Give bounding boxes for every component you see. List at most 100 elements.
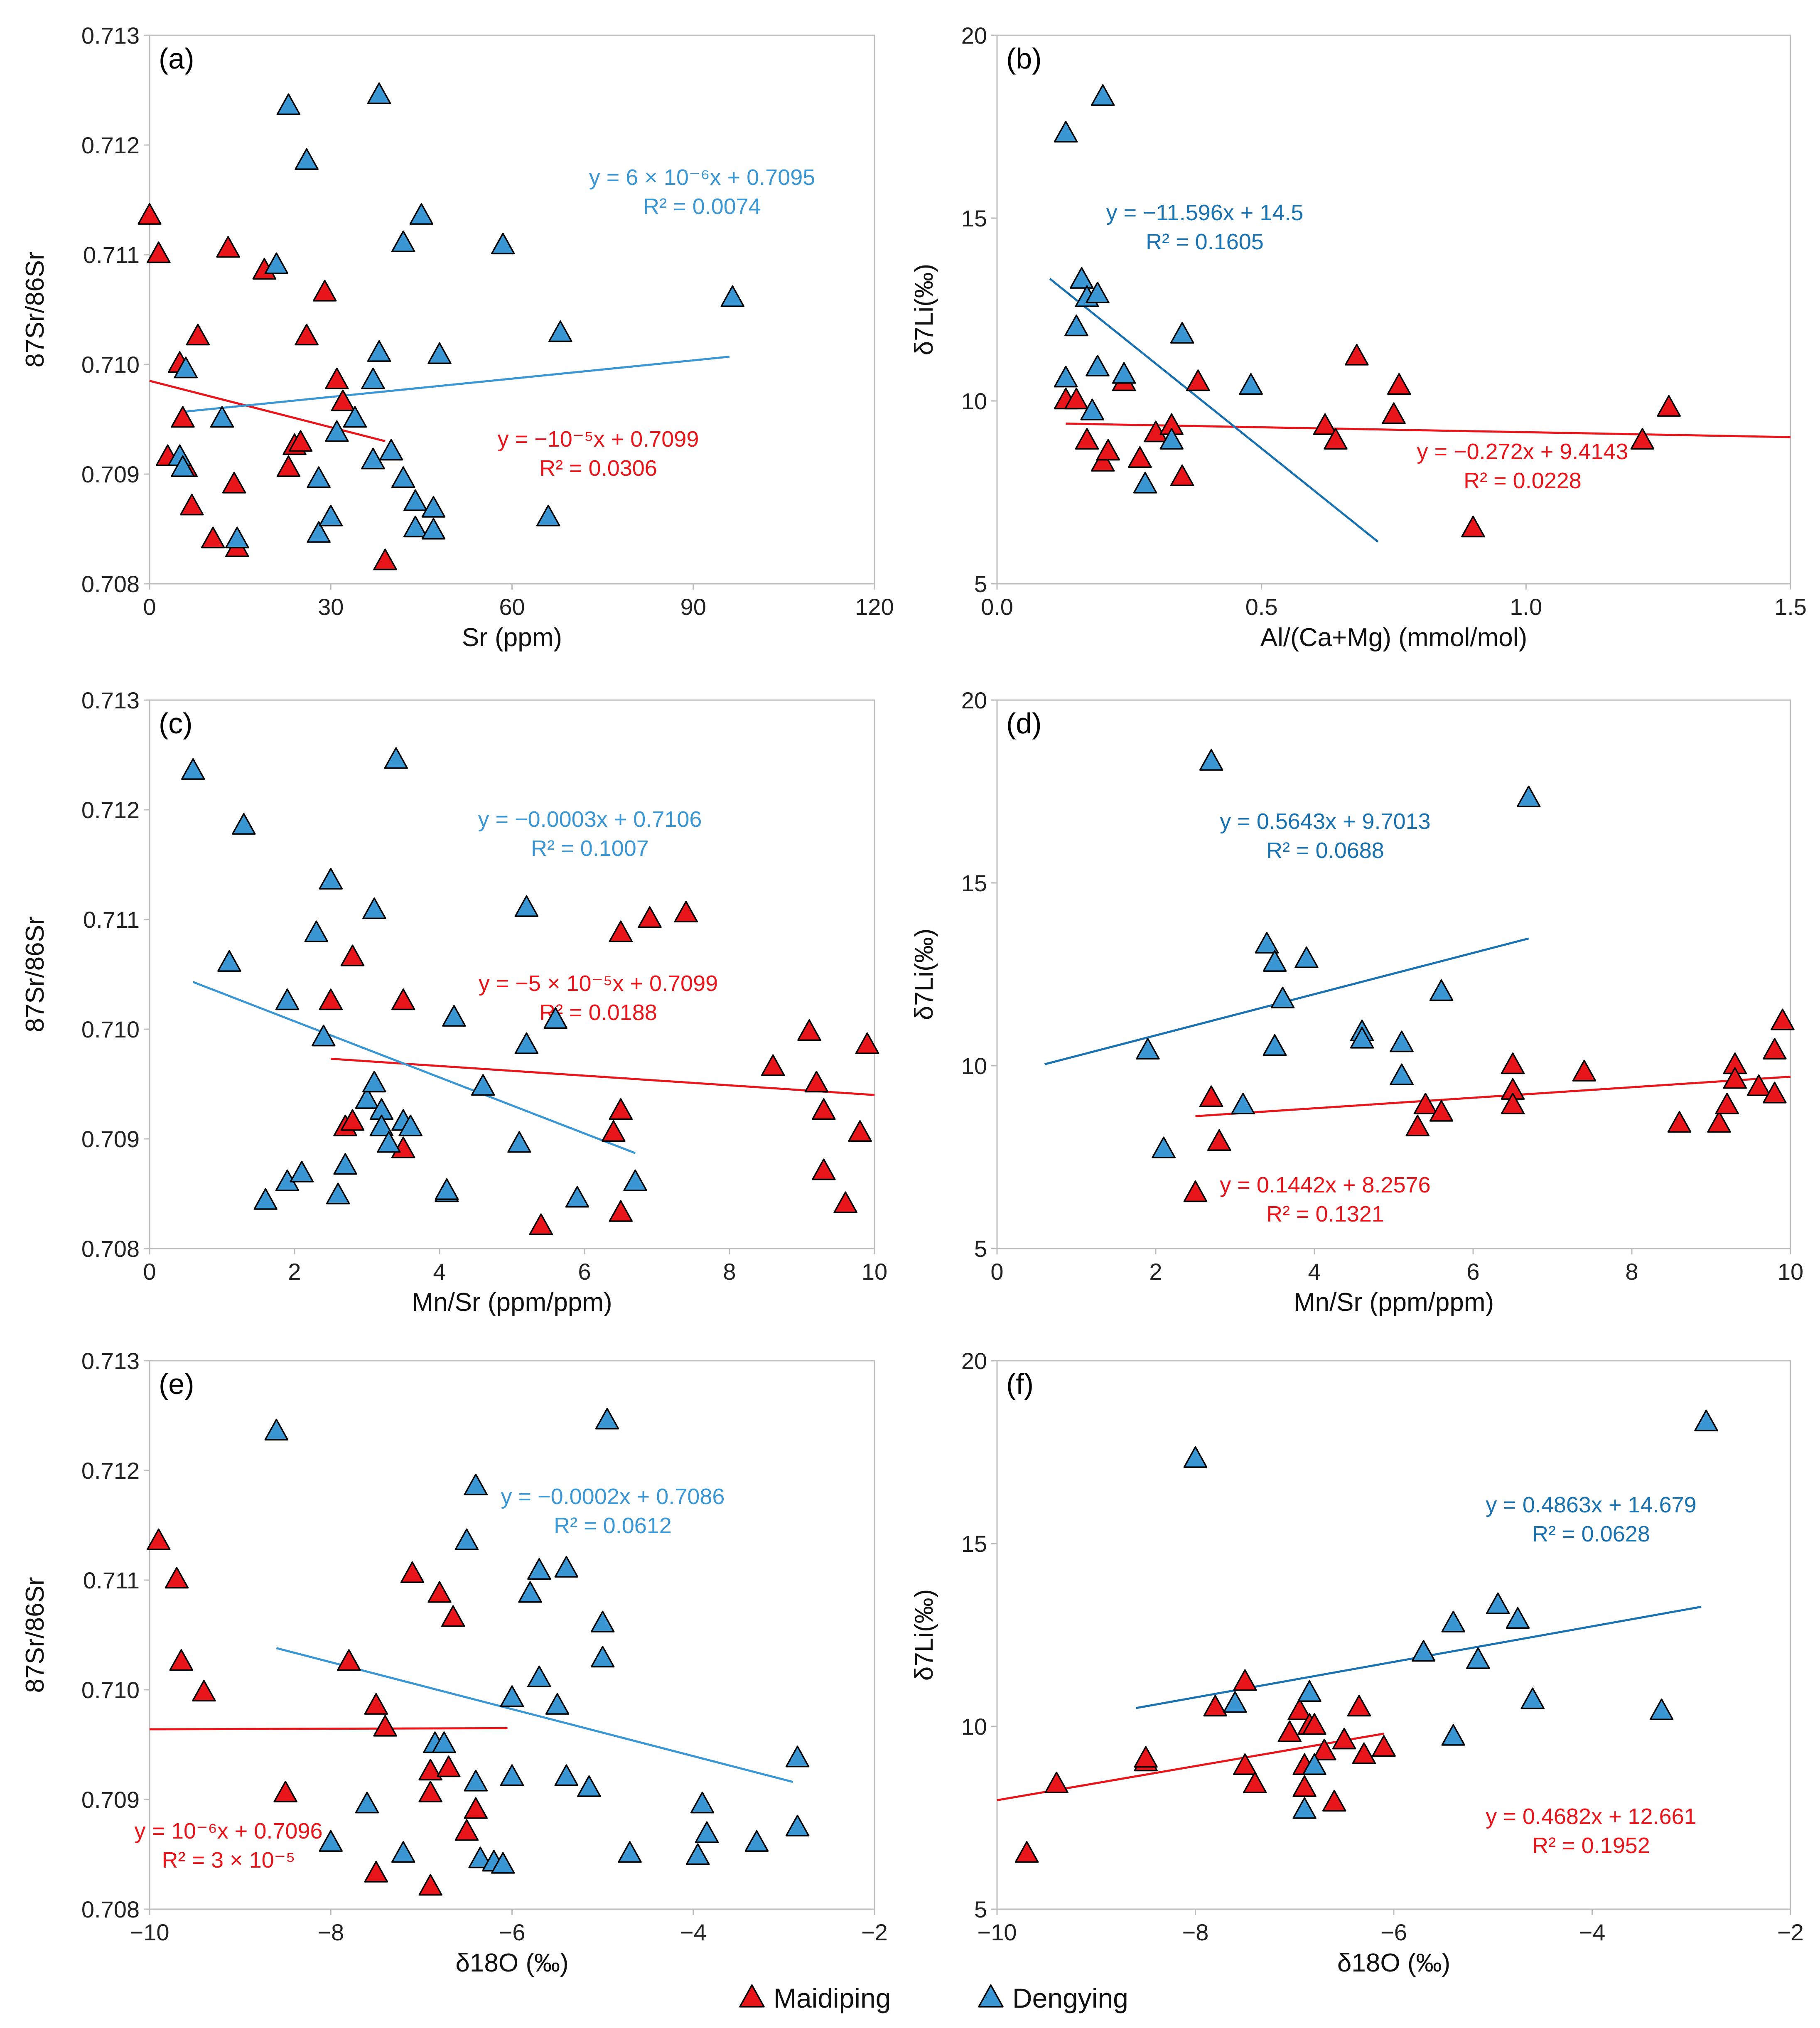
maidiping-data-point bbox=[1292, 1775, 1316, 1797]
dengying-data-point bbox=[1411, 1640, 1436, 1662]
y-axis-title: 87Sr/86Sr bbox=[21, 916, 49, 1032]
y-tick-label: 0.712 bbox=[81, 132, 140, 158]
dengying-data-point bbox=[464, 1770, 488, 1792]
dengying-data-point bbox=[421, 496, 446, 518]
dengying-data-point bbox=[468, 1846, 492, 1868]
maidiping-data-point bbox=[418, 1759, 442, 1781]
panel-label: (e) bbox=[159, 1368, 194, 1400]
dengying-data-point bbox=[1292, 1797, 1316, 1819]
dengying-data-point bbox=[1054, 366, 1078, 388]
dengying-data-point bbox=[290, 1160, 314, 1182]
maidiping-data-point bbox=[1044, 1771, 1068, 1794]
legend-marker-dengying bbox=[978, 1984, 1004, 2008]
maidiping-data-point bbox=[797, 1019, 821, 1041]
maidiping-data-point bbox=[1233, 1669, 1257, 1691]
maidiping-regression-equation: y = −10⁻⁵x + 0.7099 bbox=[498, 427, 699, 452]
y-tick-label: 0.709 bbox=[81, 1787, 140, 1813]
maidiping-data-point bbox=[418, 1780, 442, 1803]
dengying-data-point bbox=[1231, 1092, 1255, 1115]
maidiping-data-point bbox=[391, 988, 415, 1010]
x-axis-title: Sr (ppm) bbox=[462, 623, 562, 652]
maidiping-data-point bbox=[312, 280, 337, 302]
plot-frame bbox=[996, 699, 1791, 1249]
y-tick-label: 20 bbox=[961, 687, 987, 713]
dengying-data-point bbox=[435, 1178, 459, 1200]
dengying-data-point bbox=[409, 203, 434, 225]
dengying-data-point bbox=[1390, 1030, 1414, 1052]
dengying-data-point bbox=[307, 466, 331, 488]
maidiping-r-squared: R² = 0.1321 bbox=[1266, 1202, 1384, 1227]
dengying-data-point bbox=[432, 1731, 456, 1753]
y-tick-label: 0.708 bbox=[81, 1896, 140, 1922]
maidiping-data-point bbox=[147, 241, 171, 263]
maidiping-data-point bbox=[1429, 1100, 1454, 1122]
y-tick-label: 0.710 bbox=[81, 1677, 140, 1703]
dengying-data-point bbox=[367, 82, 391, 104]
dengying-data-point bbox=[454, 1528, 479, 1550]
maidiping-data-point bbox=[609, 1200, 633, 1222]
maidiping-data-point bbox=[340, 944, 365, 966]
maidiping-data-point bbox=[201, 526, 225, 548]
maidiping-data-point bbox=[1233, 1753, 1257, 1775]
x-tick-label: 0 bbox=[143, 594, 156, 620]
y-tick-label: 10 bbox=[961, 388, 987, 414]
dengying-data-point bbox=[1152, 1136, 1176, 1158]
dengying-r-squared: R² = 0.1007 bbox=[531, 836, 649, 861]
y-tick-label: 0.710 bbox=[81, 1016, 140, 1042]
dengying-data-point bbox=[362, 897, 386, 919]
maidiping-r-squared: R² = 0.0228 bbox=[1464, 468, 1582, 493]
maidiping-data-point bbox=[1667, 1111, 1692, 1133]
dengying-trend-line bbox=[276, 1647, 793, 1783]
dengying-data-point bbox=[1302, 1753, 1326, 1775]
maidiping-data-point bbox=[855, 1032, 879, 1054]
dengying-data-point bbox=[1649, 1698, 1674, 1721]
maidiping-data-point bbox=[1387, 373, 1411, 395]
maidiping-data-point bbox=[373, 548, 397, 570]
x-tick-label: 10 bbox=[1778, 1259, 1803, 1285]
dengying-data-point bbox=[1199, 749, 1223, 771]
dengying-regression-equation: y = 0.5643x + 9.7013 bbox=[1220, 809, 1430, 834]
dengying-data-point bbox=[217, 950, 241, 972]
dengying-data-point bbox=[427, 342, 452, 364]
x-tick-label: 6 bbox=[578, 1259, 591, 1285]
maidiping-data-point bbox=[602, 1120, 626, 1142]
x-tick-label: 0 bbox=[143, 1259, 156, 1285]
dengying-data-point bbox=[1390, 1063, 1414, 1085]
y-tick-label: 5 bbox=[974, 1896, 987, 1922]
dengying-data-point bbox=[403, 516, 427, 538]
x-tick-label: −4 bbox=[1579, 1919, 1606, 1945]
maidiping-data-point bbox=[1723, 1067, 1747, 1089]
dengying-data-point bbox=[1262, 1034, 1287, 1056]
dengying-data-point bbox=[554, 1556, 579, 1578]
dengying-data-point bbox=[548, 320, 572, 342]
dengying-data-point bbox=[325, 420, 349, 442]
maidiping-data-point bbox=[222, 472, 246, 494]
maidiping-data-point bbox=[464, 1797, 488, 1819]
dengying-data-point bbox=[577, 1775, 601, 1797]
dengying-data-point bbox=[1223, 1691, 1247, 1713]
dengying-data-point bbox=[275, 988, 300, 1010]
x-tick-label: 8 bbox=[723, 1259, 736, 1285]
maidiping-data-point bbox=[1287, 1698, 1312, 1721]
dengying-r-squared: R² = 0.0688 bbox=[1266, 838, 1384, 863]
x-tick-label: −10 bbox=[130, 1919, 169, 1945]
panel-label: (d) bbox=[1006, 707, 1042, 740]
x-tick-label: −6 bbox=[499, 1919, 526, 1945]
dengying-r-squared: R² = 0.0074 bbox=[643, 194, 761, 219]
dengying-data-point bbox=[1350, 1027, 1374, 1049]
dengying-data-point bbox=[514, 1032, 539, 1054]
maidiping-data-point bbox=[812, 1098, 836, 1120]
x-tick-label: 0.0 bbox=[981, 594, 1013, 620]
dengying-data-point bbox=[319, 1830, 343, 1852]
dengying-trend-line bbox=[192, 981, 636, 1154]
x-axis-title: Mn/Sr (ppm/ppm) bbox=[412, 1288, 612, 1317]
x-tick-label: −8 bbox=[317, 1919, 344, 1945]
dengying-data-point bbox=[1506, 1607, 1530, 1629]
x-tick-label: 10 bbox=[862, 1259, 887, 1285]
maidiping-data-point bbox=[1203, 1695, 1227, 1717]
dengying-r-squared: R² = 0.0612 bbox=[554, 1513, 672, 1538]
y-tick-label: 5 bbox=[974, 1236, 987, 1262]
dengying-data-point bbox=[744, 1830, 769, 1852]
dengying-data-point bbox=[307, 521, 331, 543]
